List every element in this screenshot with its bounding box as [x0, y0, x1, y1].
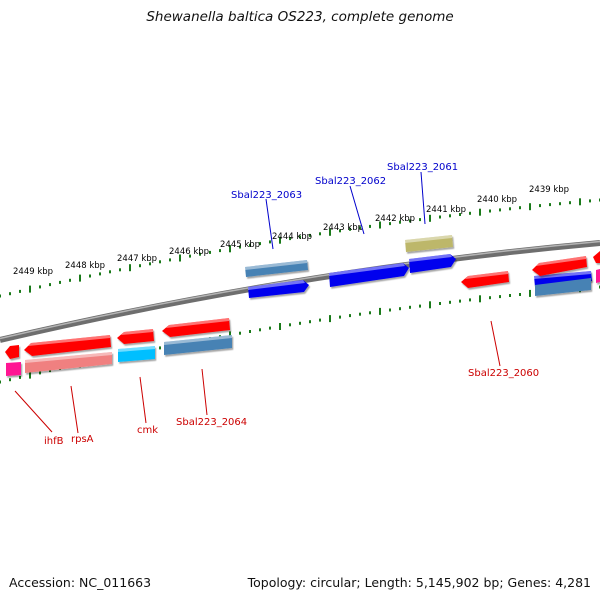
gene-ihfb-arrow[interactable] — [5, 345, 19, 359]
reverse-genes — [5, 251, 600, 376]
gene-label-sbal223-2064[interactable]: Sbal223_2064 — [176, 417, 247, 428]
gene-label-sbal223-2060[interactable]: Sbal223_2060 — [468, 368, 539, 379]
gene-sbal223-2063-arrow[interactable] — [245, 260, 308, 277]
scale-label: 2440 kbp — [477, 195, 517, 205]
gene-label-sbal223-2061[interactable]: Sbal223_2061 — [387, 162, 458, 173]
forward-gene-labels: Sbal223_2063 Sbal223_2062 Sbal223_2061 — [231, 162, 458, 201]
forward-gene-highlights — [245, 235, 591, 290]
scale-label: 2441 kbp — [426, 205, 466, 215]
scale-label: 2444 kbp — [272, 232, 312, 242]
gene-box[interactable] — [535, 278, 591, 296]
scale-label: 2443 kbp — [323, 223, 363, 233]
gene-sbal223-2062-arrow[interactable] — [329, 263, 409, 287]
gene-arrow[interactable] — [534, 271, 592, 287]
gene-cmk-box[interactable] — [118, 346, 155, 362]
gene-arrow[interactable] — [532, 256, 587, 276]
gene-ihfb-partner-box[interactable] — [6, 362, 21, 376]
scale-labels: 2449 kbp 2448 kbp 2447 kbp 2446 kbp 2445… — [13, 185, 569, 277]
gene-sbal223-2064-arrow[interactable] — [162, 318, 230, 337]
scale-label: 2446 kbp — [169, 247, 209, 257]
genome-backbone-highlight — [0, 240, 600, 340]
gene-cmk-arrow[interactable] — [117, 329, 154, 344]
gene-label-cmk[interactable]: cmk — [137, 425, 158, 436]
scale-label: 2447 kbp — [117, 254, 157, 264]
gene-sbal223-2061-arrow[interactable] — [405, 235, 453, 252]
scale-label: 2445 kbp — [220, 240, 260, 250]
genome-title: Shewanella baltica OS223, complete genom… — [146, 9, 454, 25]
gene-arrow[interactable] — [248, 280, 309, 298]
gene-label-ihfb[interactable]: ihfB — [44, 436, 64, 447]
scale-ticks-upper — [0, 198, 600, 298]
gene-label-sbal223-2063[interactable]: Sbal223_2063 — [231, 190, 302, 201]
reverse-gene-labels: ihfB rpsA cmk Sbal223_2064 Sbal223_2060 — [44, 368, 539, 447]
gene-rpsa-arrow[interactable] — [24, 335, 111, 356]
gene-arrow[interactable] — [593, 251, 600, 263]
forward-genes — [245, 235, 592, 298]
gene-sbal223-2064-box[interactable] — [164, 335, 232, 355]
scale-label: 2449 kbp — [13, 267, 53, 277]
scale-label: 2442 kbp — [375, 214, 415, 224]
scale-label: 2439 kbp — [529, 185, 569, 195]
gene-rpsa-box[interactable] — [25, 352, 112, 373]
reverse-leader-lines — [14, 320, 501, 434]
scale-label: 2448 kbp — [65, 261, 105, 271]
gene-arrow[interactable] — [409, 254, 456, 273]
gene-label-sbal223-2062[interactable]: Sbal223_2062 — [315, 176, 386, 187]
reverse-gene-highlights — [25, 256, 586, 363]
accession-text: Accession: NC_011663 — [9, 575, 152, 590]
gene-sbal223-2060-arrow[interactable] — [461, 271, 509, 288]
topology-text: Topology: circular; Length: 5,145,902 bp… — [247, 575, 591, 590]
gene-label-rpsa[interactable]: rpsA — [71, 434, 94, 445]
gene-box[interactable] — [596, 269, 600, 283]
forward-leader-lines — [265, 171, 426, 250]
